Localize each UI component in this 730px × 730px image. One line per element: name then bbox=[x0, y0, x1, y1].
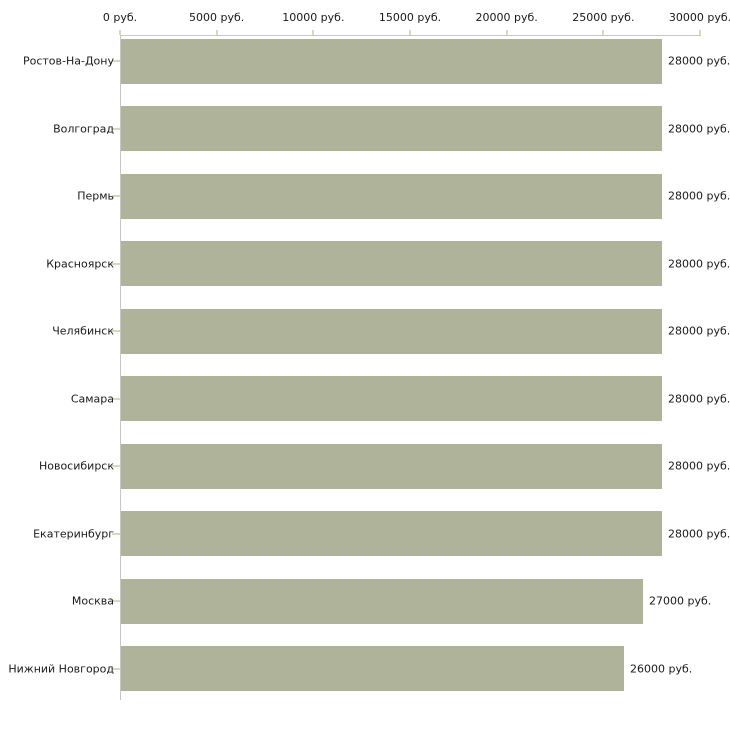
bar-2 bbox=[121, 106, 662, 151]
y-tick-mark bbox=[112, 465, 120, 467]
y-tick-mark bbox=[112, 532, 120, 535]
value-label: 28000 руб. bbox=[668, 459, 730, 473]
category-label: Екатеринбург bbox=[33, 527, 114, 540]
category-label: Нижний Новгород bbox=[8, 662, 114, 675]
y-tick-mark bbox=[112, 397, 120, 400]
bar-1 bbox=[121, 38, 662, 84]
bar-8 bbox=[121, 511, 662, 556]
value-label: 27000 руб. bbox=[649, 594, 712, 608]
y-tick-mark bbox=[112, 60, 120, 62]
bar-3 bbox=[121, 173, 662, 219]
y-tick-mark bbox=[112, 127, 120, 130]
category-label: Москва bbox=[71, 594, 114, 608]
category-label: Красноярск bbox=[46, 257, 114, 270]
x-tick-mark bbox=[602, 30, 605, 35]
x-tick-mark bbox=[119, 30, 121, 35]
category-label: Пермь bbox=[77, 189, 114, 203]
y-tick-mark bbox=[112, 262, 120, 265]
x-tick-mark bbox=[215, 30, 218, 35]
x-tick-label: 25000 руб. bbox=[572, 11, 635, 24]
bar-9 bbox=[121, 578, 643, 624]
x-tick-label: 5000 руб. bbox=[189, 11, 245, 24]
value-label: 28000 руб. bbox=[668, 324, 730, 338]
x-tick-label: 0 руб. bbox=[102, 11, 138, 24]
value-label: 28000 руб. bbox=[668, 54, 730, 68]
bar-7 bbox=[121, 443, 662, 489]
category-label: Ростов-На-Дону bbox=[22, 54, 114, 68]
x-tick-label: 20000 руб. bbox=[475, 11, 538, 24]
value-label: 28000 руб. bbox=[668, 122, 730, 135]
y-tick-mark bbox=[112, 667, 120, 670]
category-label: Волгоград bbox=[53, 122, 114, 135]
x-tick-mark bbox=[505, 30, 508, 35]
x-tick-label: 15000 руб. bbox=[378, 11, 442, 24]
category-label: Челябинск bbox=[52, 324, 114, 338]
x-tick-mark bbox=[312, 30, 315, 35]
bar-6 bbox=[121, 376, 662, 421]
value-label: 28000 руб. bbox=[668, 189, 730, 203]
y-tick-mark bbox=[112, 330, 120, 332]
bar-4 bbox=[121, 241, 662, 286]
x-tick-label: 10000 руб. bbox=[282, 11, 345, 24]
x-tick-mark bbox=[409, 30, 411, 35]
value-label: 28000 руб. bbox=[668, 392, 730, 405]
value-label: 28000 руб. bbox=[668, 257, 730, 270]
value-label: 26000 руб. bbox=[630, 662, 693, 675]
y-tick-mark bbox=[112, 195, 120, 197]
bar-10 bbox=[121, 646, 624, 691]
value-label: 28000 руб. bbox=[668, 527, 730, 540]
x-tick-label: 30000 руб. bbox=[668, 11, 730, 24]
x-tick-mark bbox=[699, 30, 701, 35]
x-axis-line bbox=[120, 35, 701, 36]
y-axis-line bbox=[120, 35, 121, 700]
category-label: Самара bbox=[70, 392, 114, 405]
category-label: Новосибирск bbox=[38, 459, 114, 473]
y-tick-mark bbox=[112, 600, 120, 602]
bar-5 bbox=[121, 308, 662, 354]
